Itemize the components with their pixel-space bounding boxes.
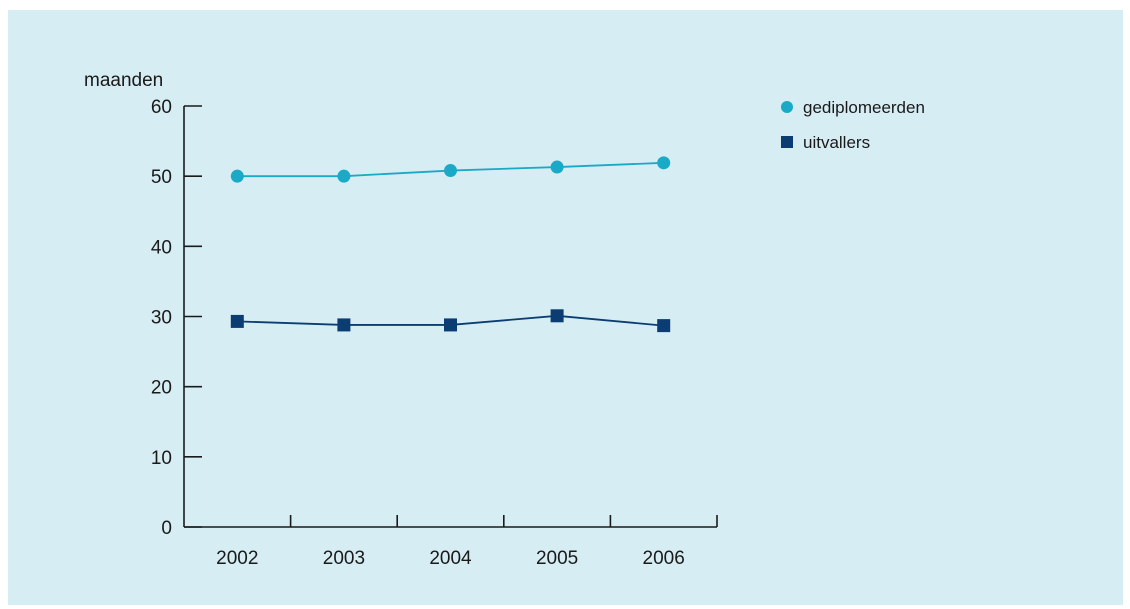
data-point (230, 169, 244, 183)
legend: gediplomeerden uitvallers (781, 98, 925, 152)
y-axis-label: maanden (84, 70, 163, 91)
data-point (550, 160, 564, 174)
x-ticks: 2002 2003 2004 2005 2006 (216, 515, 718, 569)
legend-item: gediplomeerden (781, 98, 925, 117)
series-uitvallers (230, 309, 671, 333)
series-gediplomeerden (230, 156, 671, 183)
data-point (337, 169, 351, 183)
x-tick-label: 2004 (429, 548, 472, 569)
x-tick-label: 2003 (323, 548, 365, 569)
data-point (337, 318, 351, 332)
data-point (230, 314, 244, 328)
series-layer (230, 156, 671, 333)
y-tick-label: 40 (151, 237, 172, 258)
legend-circle-icon (781, 101, 793, 113)
data-point (444, 318, 457, 332)
x-tick-label: 2002 (216, 548, 258, 569)
y-tick-label: 50 (151, 167, 172, 188)
x-tick-label: 2005 (536, 548, 578, 569)
y-tick-label: 10 (151, 448, 172, 469)
data-point (657, 319, 671, 333)
y-tick-label: 0 (161, 518, 172, 539)
data-point (657, 156, 671, 170)
y-tick-label: 60 (151, 97, 172, 118)
x-tick-label: 2006 (643, 548, 685, 569)
legend-square-icon (781, 136, 793, 148)
data-point (444, 164, 457, 178)
y-tick-label: 20 (151, 378, 172, 399)
chart-panel: maanden 0 10 20 30 40 50 60 2002 2003 2004 2005 20… (8, 10, 1123, 605)
legend-label: uitvallers (803, 133, 870, 152)
legend-item: uitvallers (781, 133, 870, 152)
legend-label: gediplomeerden (803, 98, 925, 117)
y-tick-label: 30 (151, 308, 172, 329)
y-ticks: 0 10 20 30 40 50 60 (151, 97, 202, 539)
data-point (550, 309, 564, 323)
